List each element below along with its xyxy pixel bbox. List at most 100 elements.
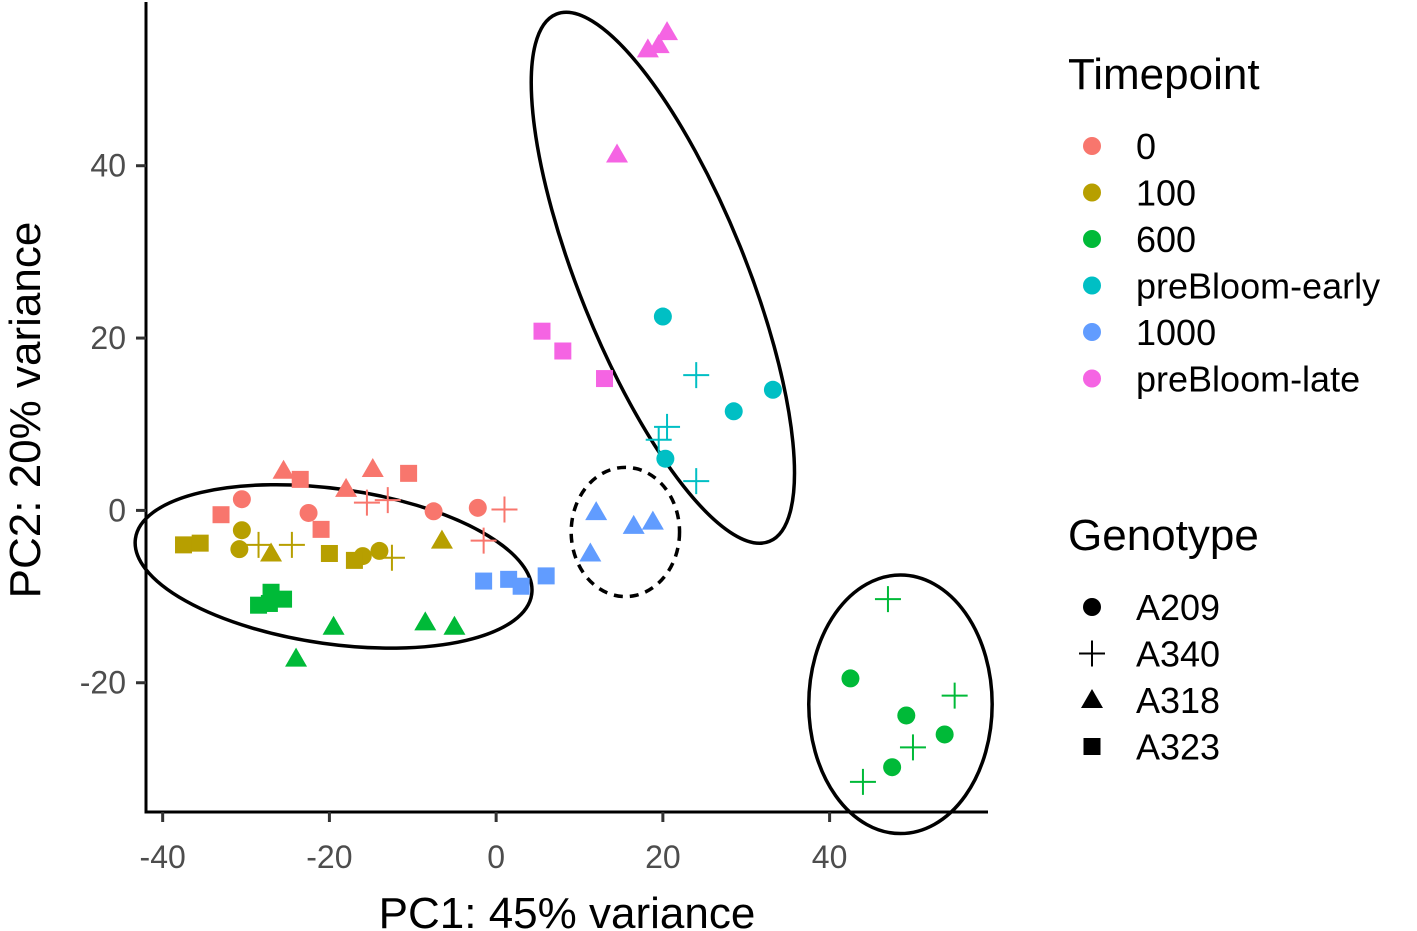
genotype-legend-label: A209 [1136, 587, 1220, 628]
timepoint-legend-label: 100 [1136, 173, 1196, 214]
data-point [537, 567, 555, 585]
data-point [683, 362, 710, 389]
data-point [941, 682, 968, 709]
data-point [312, 520, 330, 538]
x-tick-label: 0 [487, 839, 505, 875]
timepoint-legend-label: 0 [1136, 126, 1156, 167]
data-point [899, 734, 926, 761]
cluster-ellipses [133, 10, 994, 836]
data-point [232, 521, 251, 540]
data-point [841, 669, 860, 688]
data-point [278, 531, 305, 558]
data-point [353, 489, 380, 516]
data-point [533, 322, 551, 340]
data-point [299, 503, 318, 522]
data-point [335, 477, 358, 497]
timepoint-legend-label: preBloom-early [1136, 266, 1380, 307]
genotype-legend-key [1081, 689, 1103, 708]
genotype-legend-label: A318 [1136, 680, 1220, 721]
data-point [424, 502, 443, 521]
data-point [374, 487, 401, 514]
data-point [272, 459, 295, 479]
data-point [874, 586, 901, 613]
x-tick-label: 40 [812, 839, 848, 875]
timepoint-legend-label: preBloom-late [1136, 359, 1360, 400]
genotype-legend-key [1083, 598, 1101, 616]
timepoint-legend-key [1083, 230, 1101, 248]
timepoint-legend-key [1083, 183, 1101, 202]
data-point [935, 725, 954, 744]
x-axis-ticks: -40 -20 0 20 40 [140, 812, 848, 875]
data-point [724, 402, 743, 421]
data-point [645, 426, 672, 453]
x-tick-label: -20 [306, 839, 352, 875]
data-point [883, 758, 902, 777]
data-point [443, 615, 466, 635]
data-point [370, 541, 389, 560]
data-point [320, 544, 338, 562]
ellipse-small-dashed-cluster [569, 465, 682, 599]
timepoint-legend-key [1083, 369, 1101, 388]
data-point [683, 468, 710, 495]
data-point [230, 540, 249, 559]
data-point [361, 458, 384, 478]
data-point [653, 307, 672, 326]
data-point [897, 706, 916, 725]
data-point [291, 470, 309, 488]
data-point [606, 143, 629, 163]
y-tick-label: 20 [90, 320, 126, 356]
data-point [400, 464, 418, 482]
data-point [596, 370, 614, 388]
data-point [322, 615, 345, 635]
data-point [285, 647, 308, 667]
data-point [585, 501, 608, 521]
data-point [849, 768, 876, 795]
data-point [491, 496, 518, 523]
ellipse-top-cluster [529, 10, 797, 545]
data-point [647, 34, 670, 54]
data-point [175, 536, 193, 554]
data-point [345, 551, 363, 569]
data-point [554, 342, 572, 360]
timepoint-legend-key [1083, 137, 1101, 155]
ellipse-left-cluster [133, 482, 534, 650]
data-point [378, 544, 405, 571]
data-point [430, 529, 453, 549]
data-point [512, 577, 530, 595]
timepoint-legend-key [1083, 276, 1101, 295]
data-point [232, 490, 251, 509]
data-point [212, 506, 230, 524]
y-tick-label: 40 [90, 148, 126, 184]
data-points [175, 21, 968, 795]
genotype-legend-key [1079, 640, 1105, 667]
y-tick-label: 0 [108, 492, 126, 528]
data-point [468, 498, 487, 517]
timepoint-legend-label: 1000 [1136, 312, 1216, 353]
data-point [414, 611, 437, 631]
x-axis-title: PC1: 45% variance [379, 889, 756, 931]
data-point [475, 572, 493, 590]
data-point [763, 380, 782, 399]
genotype-legend-title: Genotype [1068, 511, 1259, 560]
data-point [245, 531, 272, 558]
timepoint-legend-label: 600 [1136, 219, 1196, 260]
data-point [191, 534, 209, 552]
timepoint-legend-title: Timepoint [1068, 50, 1260, 99]
timepoint-legend: Timepoint 0 100 600 preBloom-early 1000 preBl… [1068, 50, 1380, 400]
genotype-legend-label: A340 [1136, 634, 1220, 675]
x-tick-label: -40 [140, 839, 186, 875]
y-axis-ticks: -20 0 20 40 [80, 148, 146, 701]
x-tick-label: 20 [645, 839, 681, 875]
data-point [622, 514, 645, 534]
y-axis-title: PC2: 20% variance [1, 222, 50, 599]
data-point [579, 542, 602, 562]
data-point [470, 527, 497, 554]
data-point [656, 449, 675, 468]
genotype-legend-label: A323 [1136, 727, 1220, 768]
data-point [275, 590, 293, 608]
y-tick-label: -20 [80, 665, 126, 701]
data-point [260, 542, 283, 562]
data-point [641, 510, 664, 530]
data-point [260, 594, 278, 612]
